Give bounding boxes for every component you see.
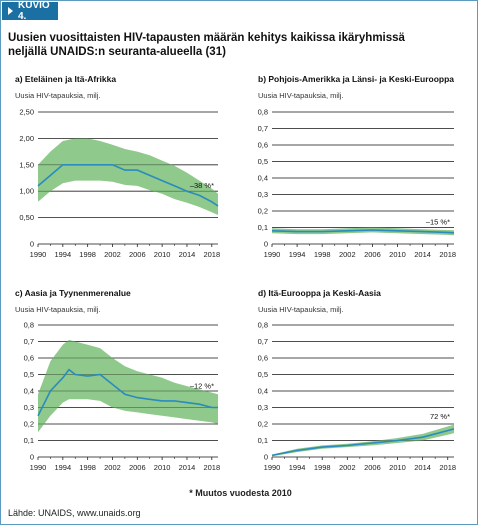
x-tick-label: 1998 (79, 463, 96, 472)
x-tick-label: 1994 (54, 250, 71, 259)
x-tick-label: 2014 (414, 463, 431, 472)
x-tick-label: 1990 (264, 250, 281, 259)
y-tick-label: 2,00 (19, 134, 34, 143)
y-tick-label: 0,1 (258, 223, 268, 232)
y-tick-label: 0,7 (24, 337, 34, 346)
x-tick-label: 1994 (54, 463, 71, 472)
y-tick-label: 0,6 (24, 354, 34, 363)
y-tick-label: 0 (30, 453, 34, 462)
x-tick-label: 1990 (30, 463, 47, 472)
panel-title: a) Eteläinen ja Itä-Afrikka (15, 74, 116, 84)
y-tick-label: 0,4 (24, 387, 34, 396)
x-tick-label: 1998 (79, 250, 96, 259)
y-tick-label: 0,7 (258, 337, 268, 346)
y-tick-label: 0,8 (258, 108, 268, 117)
y-tick-label: 0,7 (258, 124, 268, 133)
y-tick-label: 0,2 (24, 420, 34, 429)
y-tick-label: 0 (264, 453, 268, 462)
x-tick-label: 2002 (104, 250, 121, 259)
x-tick-label: 2006 (129, 463, 146, 472)
x-tick-label: 2018 (439, 463, 456, 472)
y-axis-label: Uusia HIV-tapauksia, milj. (15, 305, 100, 314)
figure-badge: KUVIO 4. (2, 0, 58, 22)
y-tick-label: 0,5 (24, 370, 34, 379)
y-tick-label: 0,6 (258, 354, 268, 363)
y-tick-label: 0,2 (258, 420, 268, 429)
change-annotation: –38 %* (190, 181, 214, 190)
y-tick-label: 0,8 (258, 321, 268, 330)
y-tick-label: 0 (264, 240, 268, 249)
series-line (37, 368, 218, 417)
footnote: * Muutos vuodesta 2010 (189, 488, 292, 498)
y-tick-label: 0,1 (258, 436, 268, 445)
series-line (271, 428, 455, 457)
y-tick-label: 0,5 (258, 370, 268, 379)
y-tick-label: 0,3 (258, 190, 268, 199)
x-tick-label: 2010 (154, 463, 171, 472)
y-tick-label: 1,00 (19, 187, 34, 196)
x-tick-label: 1994 (289, 250, 306, 259)
panel-title: b) Pohjois-Amerikka ja Länsi- ja Keski-E… (258, 74, 454, 84)
x-tick-label: 1990 (30, 250, 47, 259)
series-line (271, 229, 455, 234)
badge-label: KUVIO 4. (18, 0, 50, 22)
uncertainty-band (38, 339, 218, 433)
y-tick-label: 0,50 (19, 213, 34, 222)
y-tick-label: 0,3 (258, 403, 268, 412)
uncertainty-band (272, 227, 454, 236)
y-tick-label: 0 (30, 240, 34, 249)
x-tick-label: 2018 (203, 463, 220, 472)
x-tick-label: 2010 (389, 463, 406, 472)
y-tick-label: 0,6 (258, 141, 268, 150)
x-tick-label: 1990 (264, 463, 281, 472)
change-annotation: 72 %* (430, 412, 450, 421)
change-annotation: –12 %* (190, 381, 214, 390)
x-tick-label: 1998 (314, 463, 331, 472)
x-tick-label: 2014 (414, 250, 431, 259)
y-tick-label: 0,1 (24, 436, 34, 445)
x-tick-label: 2018 (203, 250, 220, 259)
x-tick-label: 2010 (389, 250, 406, 259)
x-tick-label: 2006 (364, 250, 381, 259)
y-tick-label: 1,50 (19, 160, 34, 169)
x-tick-label: 2018 (439, 250, 456, 259)
y-tick-label: 0,4 (258, 387, 268, 396)
y-axis-label: Uusia HIV-tapauksia, milj. (258, 305, 343, 314)
change-annotation: –15 %* (426, 217, 450, 226)
y-tick-label: 0,4 (258, 174, 268, 183)
x-tick-label: 2002 (339, 250, 356, 259)
uncertainty-band (38, 138, 218, 215)
x-tick-label: 2014 (179, 463, 196, 472)
x-tick-label: 1994 (289, 463, 306, 472)
y-tick-label: 0,2 (258, 207, 268, 216)
panel-title: d) Itä-Eurooppa ja Keski-Aasia (258, 288, 381, 298)
y-tick-label: 0,3 (24, 403, 34, 412)
x-tick-label: 2002 (339, 463, 356, 472)
y-tick-label: 0,5 (258, 157, 268, 166)
x-tick-label: 2006 (364, 463, 381, 472)
x-tick-label: 2002 (104, 463, 121, 472)
figure-title: Uusien vuosittaisten HIV-tapausten määrä… (8, 32, 405, 58)
source-note: Lähde: UNAIDS, www.unaids.org (8, 508, 141, 518)
panel-title: c) Aasia ja Tyynenmerenalue (15, 288, 131, 298)
series-line (37, 164, 219, 207)
y-tick-label: 0,8 (24, 321, 34, 330)
x-tick-label: 2006 (129, 250, 146, 259)
y-axis-label: Uusia HIV-tapauksia, milj. (15, 91, 100, 100)
y-tick-label: 2,50 (19, 108, 34, 117)
y-axis-label: Uusia HIV-tapauksia, milj. (258, 91, 343, 100)
x-tick-label: 2010 (154, 250, 171, 259)
x-tick-label: 2014 (179, 250, 196, 259)
x-tick-label: 1998 (314, 250, 331, 259)
triangle-icon (8, 7, 13, 15)
